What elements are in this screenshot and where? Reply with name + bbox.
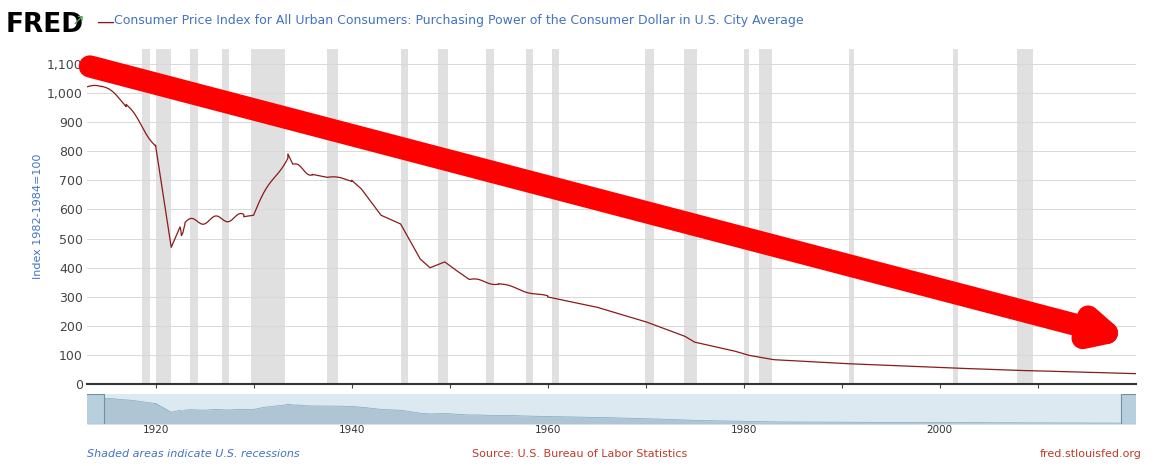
Text: ↗: ↗ xyxy=(72,13,85,28)
Bar xyxy=(486,49,494,384)
Text: —: — xyxy=(96,13,115,31)
Bar xyxy=(1018,49,1033,384)
Bar xyxy=(1121,394,1140,424)
Bar xyxy=(759,49,772,384)
Bar xyxy=(83,394,103,424)
Bar xyxy=(327,49,338,384)
Bar xyxy=(190,49,198,384)
Bar xyxy=(744,49,749,384)
Bar xyxy=(953,49,958,384)
Text: FRED: FRED xyxy=(6,12,83,38)
Bar xyxy=(141,49,150,384)
Bar xyxy=(223,49,229,384)
Bar xyxy=(552,49,560,384)
Bar xyxy=(684,49,697,384)
Bar xyxy=(848,49,853,384)
Text: fred.stlouisfed.org: fred.stlouisfed.org xyxy=(1040,449,1142,459)
Bar xyxy=(644,49,654,384)
Bar xyxy=(526,49,533,384)
Bar xyxy=(250,49,285,384)
Bar xyxy=(438,49,447,384)
Y-axis label: Index 1982-1984=100: Index 1982-1984=100 xyxy=(32,154,43,280)
Text: Source: U.S. Bureau of Labor Statistics: Source: U.S. Bureau of Labor Statistics xyxy=(472,449,687,459)
Text: Consumer Price Index for All Urban Consumers: Purchasing Power of the Consumer D: Consumer Price Index for All Urban Consu… xyxy=(114,14,803,27)
Bar xyxy=(155,49,172,384)
Text: Shaded areas indicate U.S. recessions: Shaded areas indicate U.S. recessions xyxy=(87,449,299,459)
Bar xyxy=(401,49,408,384)
